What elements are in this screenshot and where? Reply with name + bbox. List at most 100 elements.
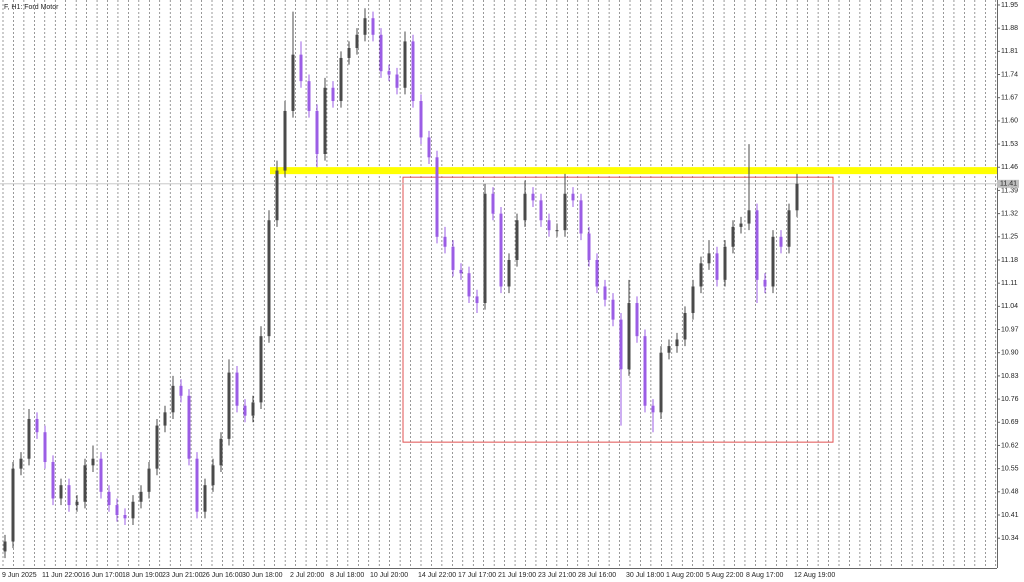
candle-body [643,336,647,406]
candle-body [267,220,271,337]
candle-body [387,71,391,75]
candle-body [475,296,479,304]
candle-body [115,505,119,516]
y-tick-label: 10.48 [1001,489,1019,496]
candle-body [547,220,551,231]
candle-body [539,200,543,221]
x-tick-label: 1 Aug 20:00 [666,572,703,579]
y-tick-label: 11.74 [1001,71,1018,78]
chart-title: F, H1: Ford Motor [4,4,59,11]
candle-body [491,193,495,214]
candle-body [195,458,199,512]
candle-body [203,485,207,512]
y-tick-label: 10.83 [1001,373,1019,380]
candle-body [699,263,703,287]
candle-body [91,458,95,466]
x-tick-label: 2 Jul 20:00 [290,572,324,579]
x-tick-label: 11 Jun 22:00 [42,572,82,579]
x-tick-label: 10 Jul 20:00 [370,572,408,579]
candle-body [67,485,71,506]
candle-body [467,273,471,297]
candle-body [747,210,751,224]
candle-body [787,210,791,247]
candle-body [251,402,255,416]
candle-body [523,193,527,221]
candle-body [259,336,263,403]
x-tick-label: 8 Jul 18:00 [330,572,364,579]
candle-body [563,193,567,231]
candle-body [619,319,623,370]
x-tick-label: 17 Jul 17:00 [458,572,496,579]
y-tick-label: 11.39 [1001,187,1018,194]
candle-body [235,372,239,406]
x-tick-label: 12 Aug 19:00 [794,572,835,579]
candle-body [363,18,367,35]
candle-body [51,462,55,499]
y-tick-label: 11.60 [1001,118,1018,125]
candle-body [771,236,775,287]
candle-body [411,41,415,102]
y-tick-label: 11.18 [1001,257,1018,264]
candle-body [515,220,519,260]
candle-body [531,193,535,201]
candle-body [155,425,159,469]
y-tick-label: 11.11 [1001,280,1018,287]
x-tick-label: 23 Jul 21:00 [538,572,576,579]
y-tick-label: 11.67 [1001,95,1018,102]
x-tick-label: 9 Jun 2025 [2,572,37,579]
candle-body [723,246,727,280]
candle-body [75,501,79,506]
x-tick-label: 5 Aug 22:00 [706,572,743,579]
zone-box [402,176,834,443]
candle-body [323,87,327,155]
candle-body [219,438,223,466]
candle-body [171,385,175,413]
y-tick-label: 11.04 [1001,303,1018,310]
candle-body [299,54,303,82]
candle-body [459,269,463,274]
candle-body [3,541,7,552]
x-tick-label: 14 Jul 22:00 [418,572,456,579]
candle-body [131,501,135,519]
last-price-tag [997,179,1019,188]
y-tick-label: 11.46 [1001,164,1018,171]
candle-body [443,236,447,247]
candle-body [27,418,31,459]
candle-body [427,137,431,158]
candle-body [355,34,359,49]
candle-body [315,110,319,155]
candle-body [507,259,511,287]
candle-body [627,303,631,370]
candle-body [555,230,559,232]
x-tick-label: 28 Jul 16:00 [578,572,616,579]
candle-body [43,432,47,463]
candle-body [451,246,455,270]
candle-body [603,286,607,300]
candle-body [579,200,583,234]
y-tick-label: 11.32 [1001,210,1018,217]
candle-body [667,346,671,353]
y-tick-label: 11.53 [1001,141,1018,148]
candle-body [435,157,439,237]
candle-body [691,286,695,313]
x-tick-label: 8 Aug 17:00 [746,572,783,579]
candle-body [779,236,783,247]
candle-body [339,57,343,102]
y-tick-label: 11.88 [1001,25,1018,32]
candle-body [99,458,103,492]
candle-body [379,34,383,72]
candle-body [139,491,143,502]
candle-body [243,405,247,416]
x-tick-label: 16 Jun 17:00 [82,572,123,579]
candle-body [19,458,23,469]
candle-body [275,170,279,221]
x-tick-label: 18 Jun 19:00 [122,572,163,579]
candle-body [227,372,231,439]
candle-body [683,312,687,340]
candle-body [499,213,503,287]
y-tick-label: 10.90 [1001,350,1019,357]
candle-body [675,339,679,347]
candle-body [635,303,639,337]
